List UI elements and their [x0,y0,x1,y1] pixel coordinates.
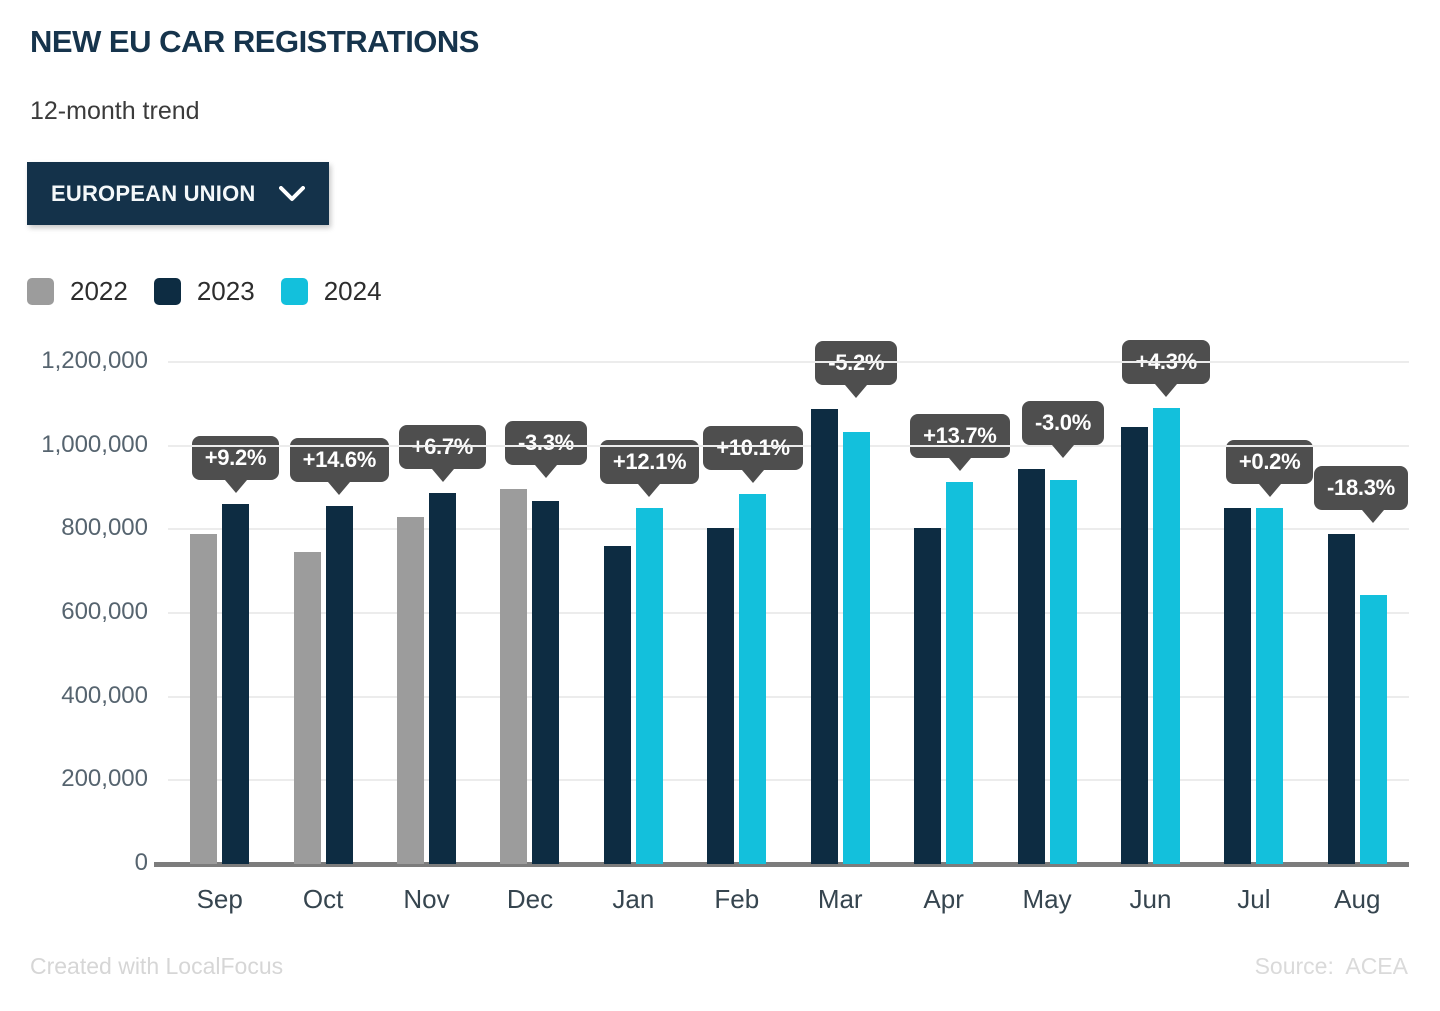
x-tick-dec: Dec [506,884,554,914]
pct-badge-pointer-jun [1155,384,1178,398]
chevron-down-icon [279,185,305,202]
pct-badge-pointer-jan [638,483,661,497]
bar-2024-feb[interactable] [739,494,767,864]
bar-2023-dec[interactable] [532,501,560,864]
gridline-200000 [168,779,1409,782]
pct-badge-nov: +6.7% [398,425,487,470]
bar-2023-nov[interactable] [429,493,457,864]
x-tick-mar: Mar [817,884,863,914]
legend-label-2024: 2024 [323,276,382,306]
gridline-600000 [168,612,1409,614]
bar-2023-oct[interactable] [325,506,353,864]
gridline-1000000 [168,444,1409,447]
y-tick-400000: 400,000 [61,681,148,709]
y-tick-1200000: 1,200,000 [41,347,148,374]
pct-badge-sep: +9.2% [191,435,280,480]
region-dropdown[interactable]: EUROPEAN UNION [27,162,329,225]
bar-2023-aug[interactable] [1327,534,1355,864]
pct-badge-may: -3.0% [1022,400,1105,445]
x-tick-oct: Oct [302,884,344,914]
bar-2023-mar[interactable] [810,408,838,864]
pct-badge-pointer-nov [431,469,454,483]
pct-badge-pointer-may [1052,444,1075,458]
x-tick-jun: Jun [1129,884,1172,914]
x-tick-apr: Apr [923,884,964,914]
x-tick-sep: Sep [196,884,243,914]
bar-2023-apr[interactable] [914,528,942,864]
bar-2024-may[interactable] [1049,480,1077,864]
pct-badge-pointer-apr [948,457,971,471]
pct-badge-apr: +13.7% [910,413,1010,458]
x-tick-may: May [1022,884,1072,914]
bar-2024-jan[interactable] [635,507,663,864]
pct-badge-pointer-sep [224,479,247,493]
legend-item-2022: 2022 [27,276,128,307]
y-tick-0: 0 [134,849,148,876]
x-tick-aug: Aug [1334,884,1381,914]
pct-badge-pointer-aug [1362,510,1385,524]
bar-2022-dec[interactable] [500,488,528,864]
x-tick-jul: Jul [1237,884,1271,914]
legend-label-2023: 2023 [196,276,255,306]
x-tick-nov: Nov [403,884,450,914]
gridline-400000 [168,695,1409,698]
pct-badge-pointer-feb [741,470,764,484]
bar-2022-oct[interactable] [293,551,321,864]
region-dropdown-label: EUROPEAN UNION [51,180,256,206]
pct-badge-pointer-dec [534,464,557,478]
bar-2023-feb[interactable] [707,528,735,864]
page-title: NEW EU CAR REGISTRATIONS [30,24,480,59]
source-credit: Source: ACEA [1254,953,1408,979]
bar-2024-jul[interactable] [1256,507,1284,864]
bar-2023-sep[interactable] [222,503,250,864]
bar-2023-jan[interactable] [603,546,631,864]
bar-2022-nov[interactable] [397,516,425,864]
y-tick-600000: 600,000 [61,598,148,625]
x-tick-jan: Jan [612,884,655,914]
y-tick-1000000: 1,000,000 [41,430,148,458]
x-tick-feb: Feb [714,884,760,914]
x-axis-line [154,862,1409,867]
legend-swatch-2024 [280,278,308,305]
y-tick-800000: 800,000 [61,514,148,542]
bar-2024-apr[interactable] [946,481,974,864]
localfocus-credit: Created with LocalFocus [30,953,284,979]
pct-badge-aug: -18.3% [1314,466,1408,511]
bar-2024-mar[interactable] [842,432,870,864]
pct-badge-feb: +10.1% [703,426,803,471]
bar-2024-aug[interactable] [1359,594,1387,864]
pct-badge-pointer-jul [1258,483,1281,497]
legend-swatch-2023 [153,278,181,305]
gridline-1200000 [168,361,1409,363]
pct-badge-pointer-mar [845,384,868,398]
pct-badge-pointer-oct [328,482,351,496]
bar-2024-jun[interactable] [1152,408,1180,864]
pct-badge-jan: +12.1% [599,439,700,484]
legend-item-2023: 2023 [153,276,255,307]
pct-badge-jul: +0.2% [1225,439,1314,484]
chart-subtitle: 12-month trend [30,97,200,125]
pct-badge-dec: -3.3% [504,420,587,465]
chart-legend: 2022 2023 2024 [27,276,382,307]
bar-2022-sep[interactable] [190,534,218,864]
legend-label-2022: 2022 [70,276,128,306]
bar-2023-jun[interactable] [1120,426,1148,864]
bar-2023-jul[interactable] [1224,508,1252,864]
y-tick-200000: 200,000 [61,765,148,793]
gridline-800000 [168,528,1409,531]
legend-item-2024: 2024 [280,276,382,307]
legend-swatch-2022 [27,278,54,305]
bar-2023-may[interactable] [1017,468,1045,864]
